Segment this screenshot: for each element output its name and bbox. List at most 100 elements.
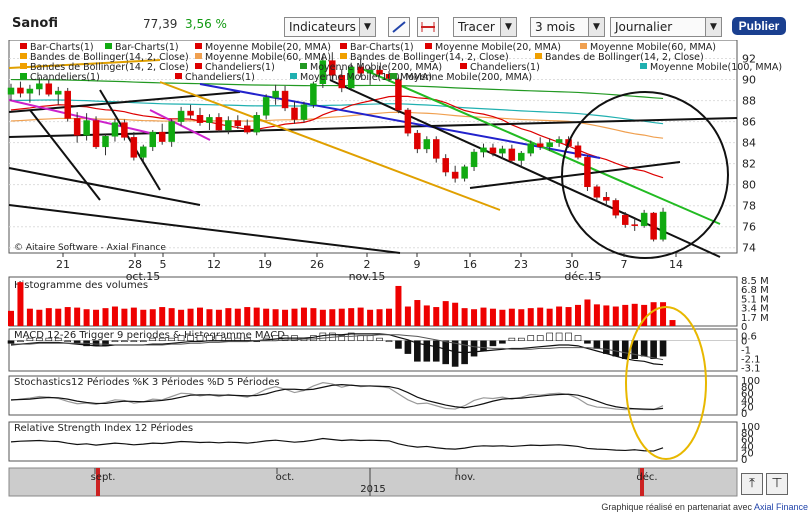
- rsi-y-tick: 100: [741, 422, 760, 433]
- legend-swatch: [340, 43, 347, 49]
- frequency-select[interactable]: Journalier ▼: [610, 17, 722, 37]
- bollinger-line: [8, 59, 161, 69]
- price-y-tick: 90: [742, 74, 756, 87]
- stochastics-d-line: [10, 384, 664, 410]
- range-handle-left: [96, 468, 100, 496]
- macd-histogram-bar: [414, 340, 421, 362]
- export-button[interactable]: ⤒: [741, 473, 763, 495]
- candle-down: [584, 157, 591, 188]
- macd-histogram-bar: [499, 340, 506, 344]
- copyright-text: © Aitaire Software - Axial Finance: [14, 243, 166, 253]
- fan-line: [29, 109, 101, 201]
- candle-down: [357, 66, 364, 74]
- macd-histogram-bar: [650, 340, 657, 360]
- volume-bar: [140, 309, 147, 326]
- legend-label: Moyenne Mobile(200, MMA): [400, 72, 532, 83]
- x-month-label: nov.15: [349, 270, 386, 283]
- candle-up: [225, 120, 232, 131]
- legend-swatch: [175, 73, 182, 79]
- volume-bar: [168, 308, 175, 326]
- legend-swatch: [20, 43, 27, 49]
- macd-y-tick: -3.1: [741, 363, 761, 374]
- x-day-tick: 5: [160, 258, 167, 271]
- indicators-dropdown[interactable]: Indicateurs ▼: [284, 17, 376, 37]
- candle-up: [555, 139, 563, 143]
- volume-bar: [471, 309, 478, 326]
- time-month-label: nov.: [455, 472, 476, 483]
- macd-histogram-bar: [395, 340, 402, 349]
- volume-bar: [376, 309, 383, 326]
- volume-bar: [263, 308, 270, 326]
- volume-bar: [452, 302, 459, 326]
- stochastics-y-tick: 60: [741, 389, 754, 400]
- volume-bar: [414, 300, 421, 326]
- rsi-panel-title: Relative Strength Index 12 Périodes: [14, 422, 193, 434]
- publish-button[interactable]: Publier: [732, 17, 786, 35]
- macd-histogram-bar: [64, 340, 71, 343]
- legend-label: Bandes de Bollinger(14, 2, Close): [30, 52, 189, 63]
- volume-bar: [612, 306, 619, 326]
- legend-label: Moyenne Mobile(60, MMA): [590, 42, 716, 53]
- macd-histogram-bar: [621, 340, 629, 360]
- candle-down: [508, 148, 516, 161]
- candle-up: [423, 139, 431, 150]
- volume-bar: [357, 307, 364, 326]
- macd-histogram-bar: [565, 332, 572, 342]
- resistance-line: [469, 161, 681, 189]
- draw-dropdown[interactable]: Tracer ▼: [453, 17, 517, 37]
- candle-down: [244, 125, 251, 133]
- horizontal-line-tool-button[interactable]: [417, 17, 439, 37]
- candle-down: [196, 115, 204, 123]
- time-month-label: déc.: [636, 471, 657, 483]
- candle-up: [527, 143, 534, 154]
- legend-label: Bar-Charts(1): [30, 42, 94, 53]
- candle-down: [536, 143, 544, 148]
- x-day-tick: 16: [463, 258, 477, 271]
- macd-y-tick: 0.6: [741, 332, 757, 343]
- volume-bar: [669, 320, 676, 326]
- print-button[interactable]: ⊤: [766, 473, 788, 495]
- candle-down: [45, 83, 53, 95]
- volume-bar: [442, 301, 449, 326]
- macd-histogram-bar: [385, 340, 393, 343]
- candle-down: [650, 212, 657, 240]
- range-handle-right: [640, 468, 644, 496]
- panel-frame: [8, 328, 738, 372]
- volume-y-tick: 8.5 M: [741, 276, 769, 287]
- credit-link[interactable]: Axial Finance: [753, 502, 808, 512]
- volume-bar: [622, 304, 629, 326]
- volume-bar: [8, 310, 14, 326]
- legend-swatch: [105, 43, 112, 49]
- macd-histogram-bar: [196, 335, 204, 342]
- candle-down: [92, 120, 100, 148]
- period-label: 3 mois: [535, 20, 576, 34]
- volume-bar: [64, 307, 71, 326]
- volume-y-tick: 5.1 M: [741, 294, 769, 305]
- legend-label: Moyenne Mobile(100, MMA): [650, 62, 782, 73]
- legend-label: Chandeliers(1): [185, 72, 255, 83]
- macd-histogram-bar: [546, 332, 553, 342]
- macd-histogram-bar: [640, 340, 648, 357]
- legend-swatch: [460, 63, 467, 69]
- panel-frame: [8, 40, 738, 254]
- macd-histogram-bar: [140, 340, 147, 343]
- candle-down: [603, 197, 610, 201]
- candle-down: [338, 75, 345, 89]
- trendline-tool-button[interactable]: [388, 17, 410, 37]
- macd-histogram-bar: [593, 340, 601, 349]
- candle-down: [130, 137, 138, 158]
- legend-label: Moyenne Mobile(20, MMA): [205, 42, 331, 53]
- candle-down: [64, 90, 71, 119]
- stochastics-panel-title: Stochastics12 Périodes %K 3 Périodes %D …: [14, 376, 280, 388]
- price-y-tick: 76: [742, 221, 756, 234]
- macd-histogram-bar: [111, 340, 119, 343]
- candle-up: [480, 147, 487, 153]
- candle-down: [291, 107, 298, 120]
- candle-down: [574, 145, 582, 158]
- time-navigator: [8, 467, 738, 497]
- legend-swatch: [20, 63, 27, 69]
- period-select[interactable]: 3 mois ▼: [530, 17, 605, 37]
- volume-bar: [575, 304, 581, 326]
- macd-histogram-bar: [149, 337, 157, 342]
